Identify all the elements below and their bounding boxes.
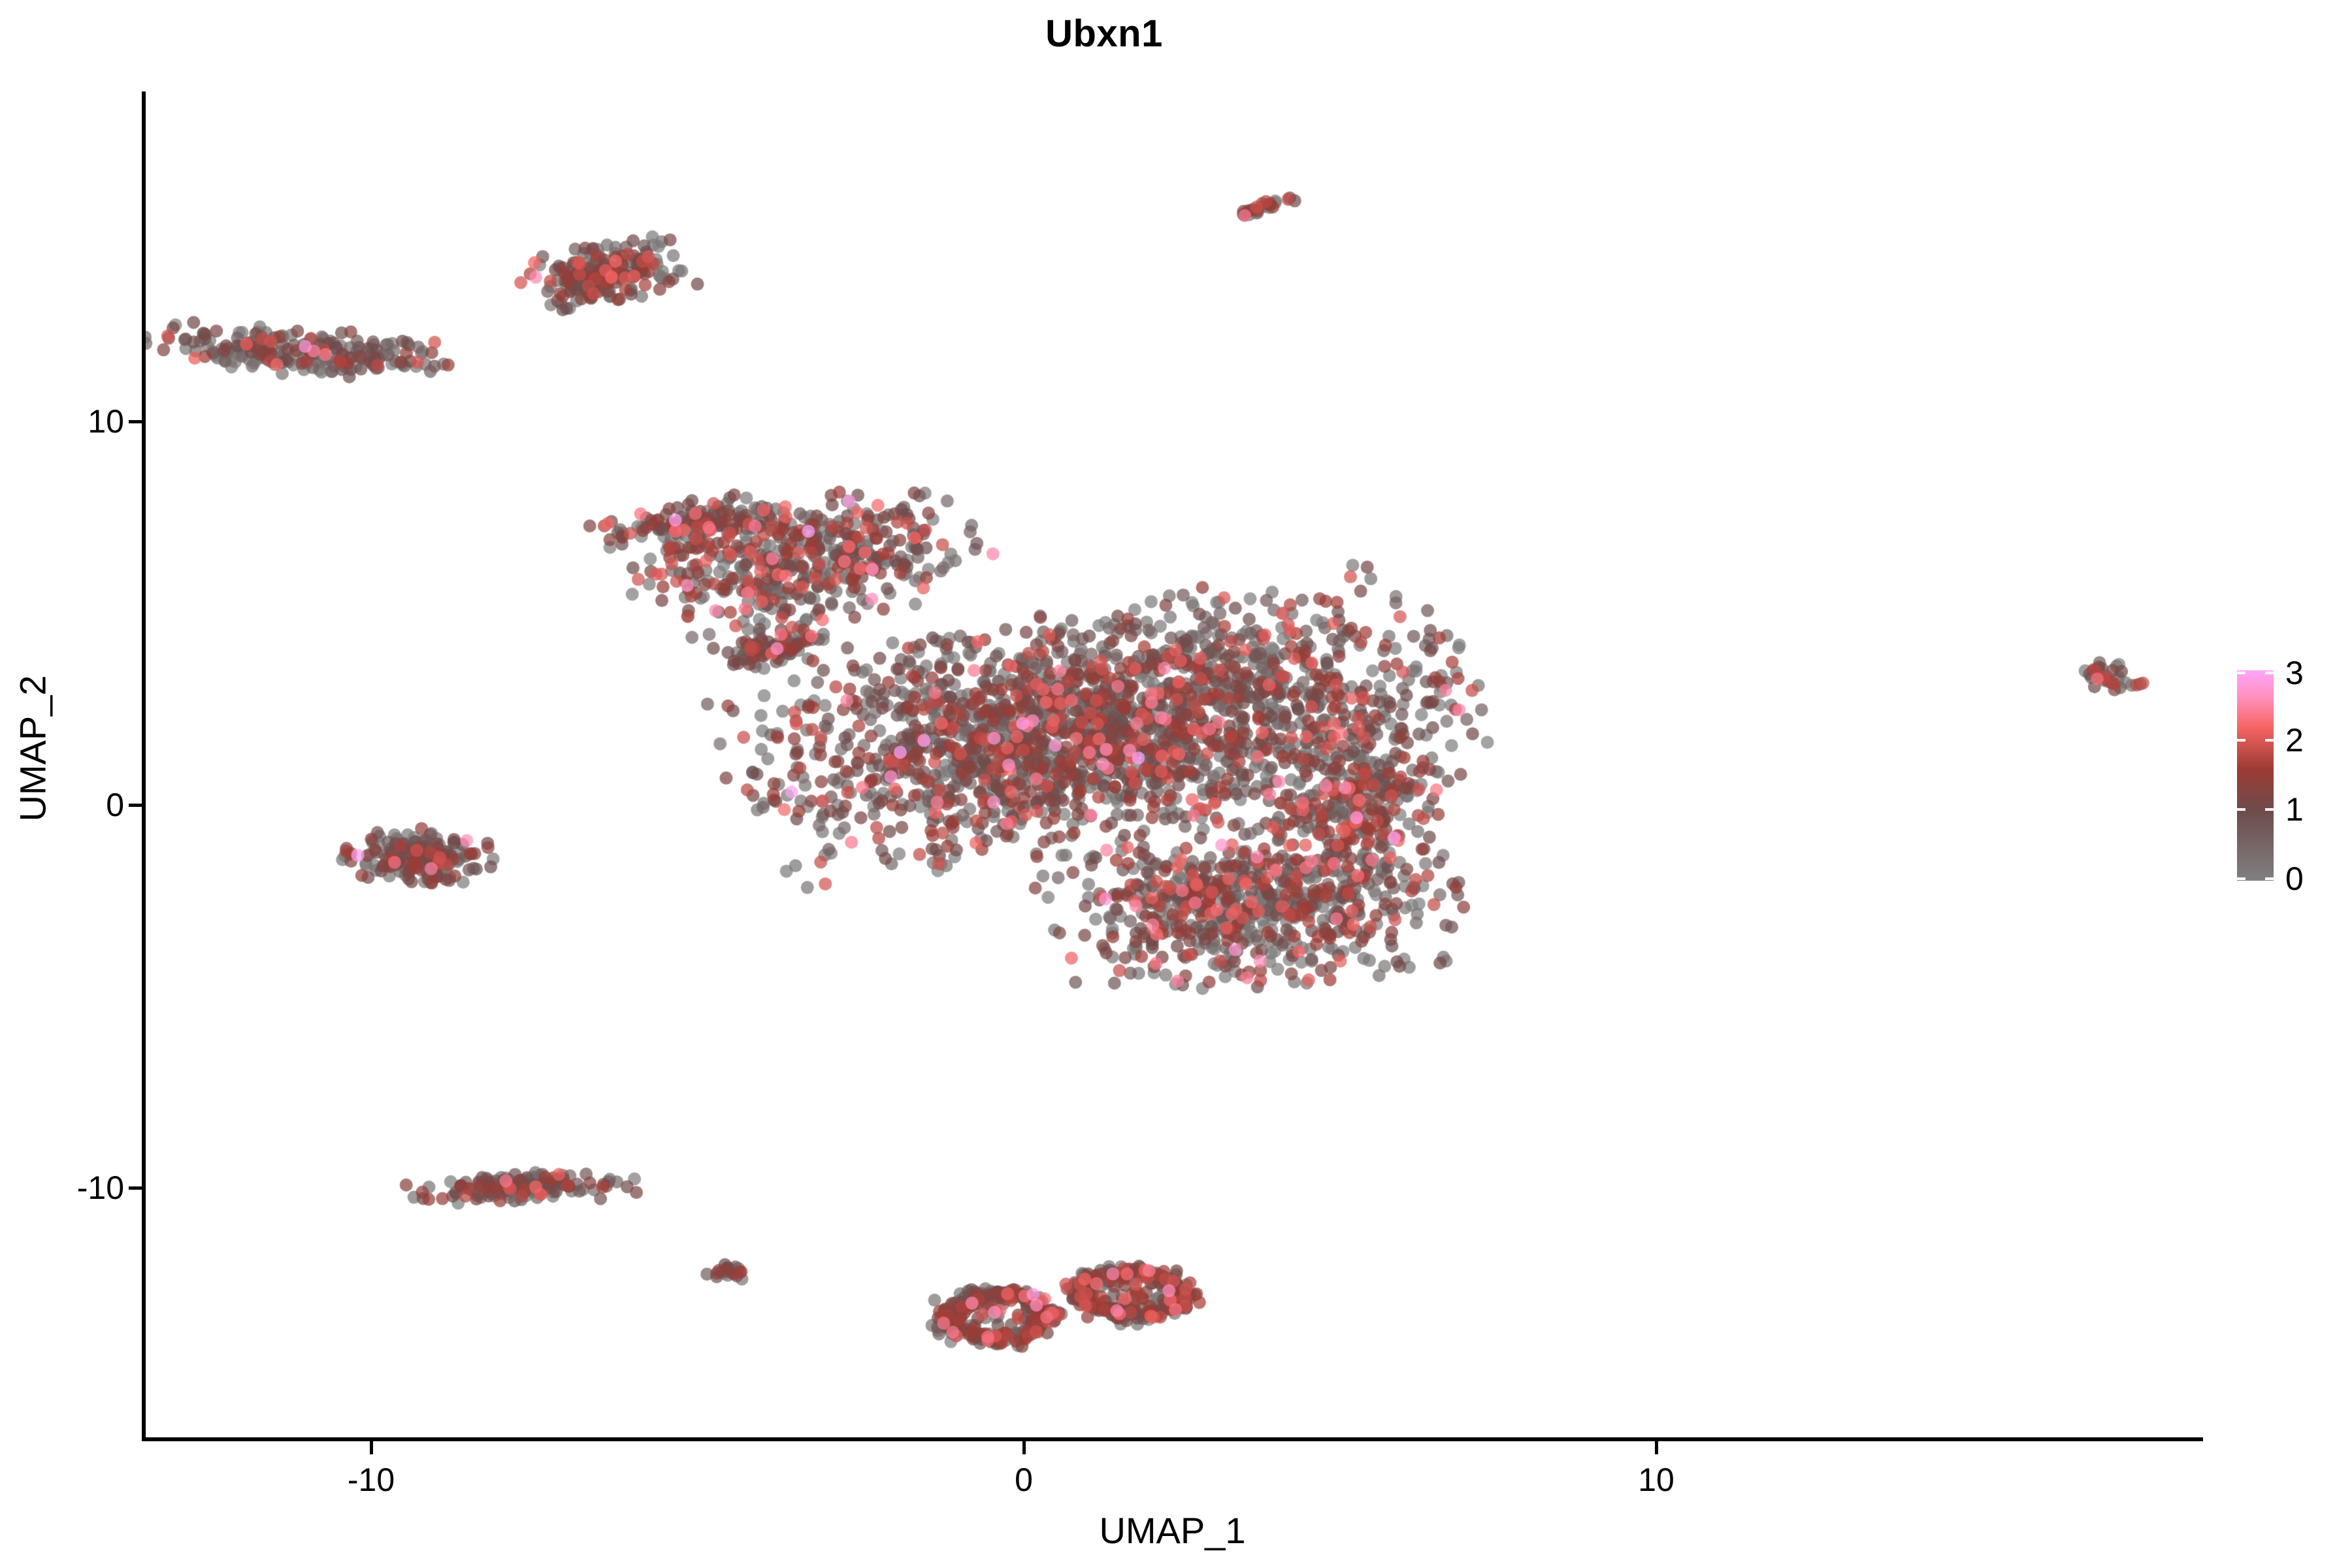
legend-tick-3-right — [2265, 672, 2274, 674]
x-tick-mark-10 — [1655, 1441, 1658, 1454]
x-axis-title: UMAP_1 — [1099, 1510, 1246, 1551]
x-tick-mark-neg10 — [370, 1441, 373, 1454]
y-axis-title: UMAP_2 — [12, 675, 54, 822]
legend-tick-2-right — [2265, 739, 2274, 742]
y-tick-label-0: 0 — [106, 787, 124, 823]
legend-tick-1-left — [2237, 808, 2246, 811]
y-tick-mark-0 — [129, 804, 142, 807]
legend-label-3: 3 — [2285, 655, 2304, 691]
legend-tick-1-right — [2265, 808, 2274, 811]
y-axis-line — [142, 91, 146, 1441]
x-tick-label-neg10: -10 — [347, 1462, 395, 1498]
x-tick-mark-0 — [1022, 1441, 1026, 1454]
x-tick-label-0: 0 — [1015, 1462, 1033, 1498]
legend-tick-2-left — [2237, 739, 2246, 742]
y-tick-mark-10 — [129, 420, 142, 423]
y-tick-label-neg10: -10 — [76, 1169, 124, 1206]
plot-panel — [144, 91, 2203, 1439]
scatter-plot-canvas — [144, 91, 2203, 1439]
y-tick-label-10: 10 — [88, 403, 124, 440]
legend-tick-0-right — [2265, 877, 2274, 880]
page-title: Ubxn1 — [1045, 12, 1163, 55]
y-tick-mark-neg10 — [129, 1186, 142, 1190]
color-legend-bar — [2237, 670, 2274, 881]
legend-label-2: 2 — [2285, 722, 2304, 759]
legend-label-0: 0 — [2285, 860, 2304, 897]
legend-tick-3-left — [2237, 672, 2246, 674]
legend-label-1: 1 — [2285, 791, 2304, 828]
legend-tick-0-left — [2237, 877, 2246, 880]
x-tick-label-10: 10 — [1638, 1462, 1674, 1498]
x-axis-line — [142, 1437, 2203, 1441]
